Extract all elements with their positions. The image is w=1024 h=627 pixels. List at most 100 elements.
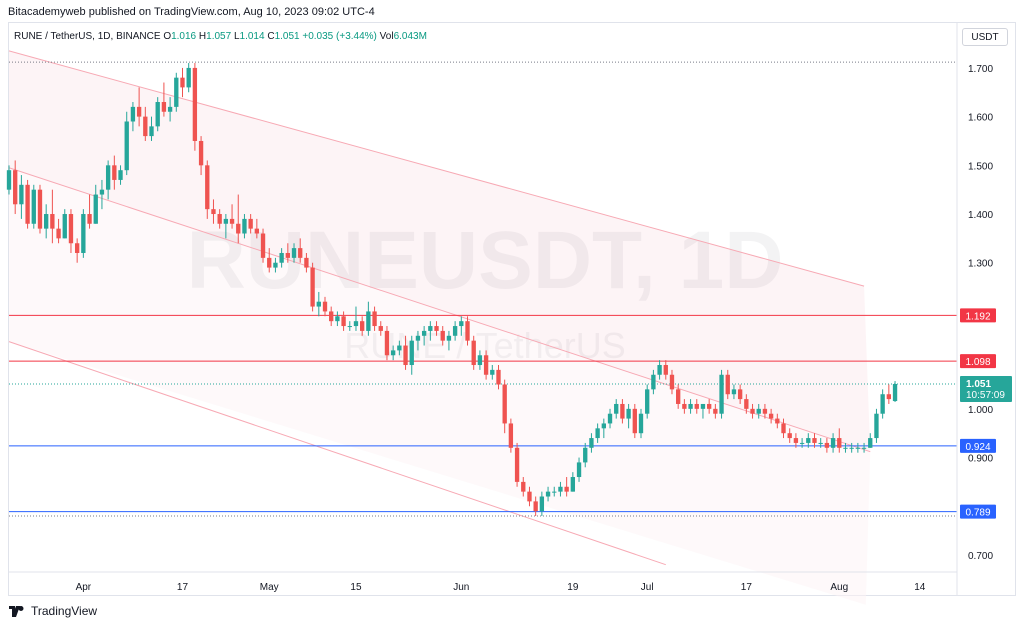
y-tick-label: 0.700	[968, 551, 993, 562]
candle-body	[136, 106, 142, 117]
candle-body	[87, 214, 92, 224]
candle-body	[105, 165, 111, 190]
candle-body	[564, 486, 569, 492]
change-value: +0.035 (+3.44%)	[302, 31, 377, 42]
x-tick-label: 17	[741, 582, 753, 593]
candle-body	[155, 102, 160, 127]
chart-frame	[8, 22, 1016, 596]
candle-body	[68, 214, 74, 244]
candle-body	[384, 330, 390, 356]
y-tick-label: 1.700	[968, 64, 993, 75]
candle-body	[285, 252, 290, 258]
candle-body	[806, 438, 811, 443]
candle-body	[74, 243, 80, 253]
candle-body	[378, 326, 383, 331]
symbol-legend: RUNE / TetherUS, 1D, BINANCE O1.016 H1.0…	[14, 31, 427, 42]
level-tag-1.192	[960, 308, 996, 323]
candle-body	[570, 477, 576, 492]
tradingview-logo-icon	[9, 605, 24, 617]
candle-body	[390, 350, 396, 356]
candle-body	[409, 340, 414, 366]
candle-body	[545, 491, 551, 497]
candle-body	[756, 408, 761, 414]
currency-button[interactable]: USDT	[962, 28, 1008, 46]
countdown-label: 10:57:09	[966, 390, 1005, 401]
candle-body	[167, 106, 173, 112]
x-tick-label: Apr	[76, 582, 92, 593]
high-label: H	[198, 31, 207, 42]
candle-body	[483, 355, 489, 375]
candle-body	[725, 374, 730, 395]
publisher-info: Bitacademyweb published on TradingView.c…	[8, 6, 375, 18]
candle-body	[849, 447, 854, 449]
candle-body	[211, 209, 216, 215]
candle-body	[762, 408, 768, 414]
candle-body	[508, 423, 514, 448]
candle-body	[632, 408, 637, 434]
candle-body	[118, 170, 123, 180]
candle-body	[298, 248, 303, 258]
candle-body	[465, 321, 470, 341]
candle-body	[645, 389, 650, 414]
candle-body	[397, 345, 402, 351]
low-value: 1.014	[239, 31, 265, 42]
candle-body	[44, 214, 49, 229]
candle-body	[13, 170, 18, 205]
level-tag-0.789	[960, 504, 996, 519]
open-value: 1.016	[171, 31, 197, 42]
symbol-name[interactable]: RUNE / TetherUS, 1D, BINANCE	[14, 31, 161, 42]
candle-body	[855, 447, 861, 449]
candle-body	[799, 442, 805, 444]
level-tag-label: 0.924	[965, 442, 990, 453]
tradingview-brand: TradingView	[31, 604, 98, 618]
candle-body	[316, 301, 321, 307]
candle-body	[347, 326, 352, 328]
candle-body	[750, 408, 755, 414]
level-tag-0.924	[960, 438, 996, 453]
candle-body	[583, 447, 588, 463]
candle-body	[229, 218, 235, 224]
level-tag-label: 1.098	[965, 357, 990, 368]
y-tick-label: 1.300	[968, 259, 993, 270]
candle-body	[403, 345, 408, 366]
candle-body	[626, 408, 631, 419]
candle-body	[322, 301, 328, 312]
candle-body	[304, 257, 309, 268]
x-tick-label: May	[260, 582, 279, 593]
close-value: 1.051	[274, 31, 300, 42]
candle-body	[669, 374, 675, 390]
top-bar: Bitacademyweb published on TradingView.c…	[0, 0, 1024, 22]
candle-body	[589, 438, 594, 448]
candle-body	[521, 481, 526, 492]
x-tick-label: Aug	[830, 582, 848, 593]
candle-body	[267, 257, 272, 268]
channel-line-1	[8, 50, 865, 287]
candle-body	[205, 165, 210, 210]
candle-body	[341, 316, 346, 327]
candle-body	[93, 194, 98, 224]
candle-body	[744, 399, 749, 409]
candle-body	[638, 413, 644, 434]
candle-body	[124, 121, 129, 171]
x-tick-label: 19	[567, 582, 579, 593]
candle-body	[19, 184, 24, 205]
x-tick-label: Jul	[641, 582, 654, 593]
candle-body	[279, 252, 284, 263]
candle-body	[50, 214, 55, 229]
candle-body	[31, 189, 36, 224]
candle-body	[651, 374, 656, 390]
candle-body	[886, 394, 892, 400]
channel-line-3	[8, 341, 666, 566]
candle-body	[514, 447, 520, 482]
y-tick-label: 1.600	[968, 113, 993, 124]
candle-body	[558, 486, 563, 492]
candle-body	[824, 442, 830, 448]
candle-body	[174, 77, 179, 107]
candle-body	[37, 189, 43, 229]
candle-body	[614, 403, 619, 414]
candle-body	[490, 369, 495, 375]
tradingview-footer[interactable]: TradingView	[9, 604, 97, 618]
y-tick-label: 1.000	[968, 405, 993, 416]
volume-label: Vol	[379, 31, 394, 42]
